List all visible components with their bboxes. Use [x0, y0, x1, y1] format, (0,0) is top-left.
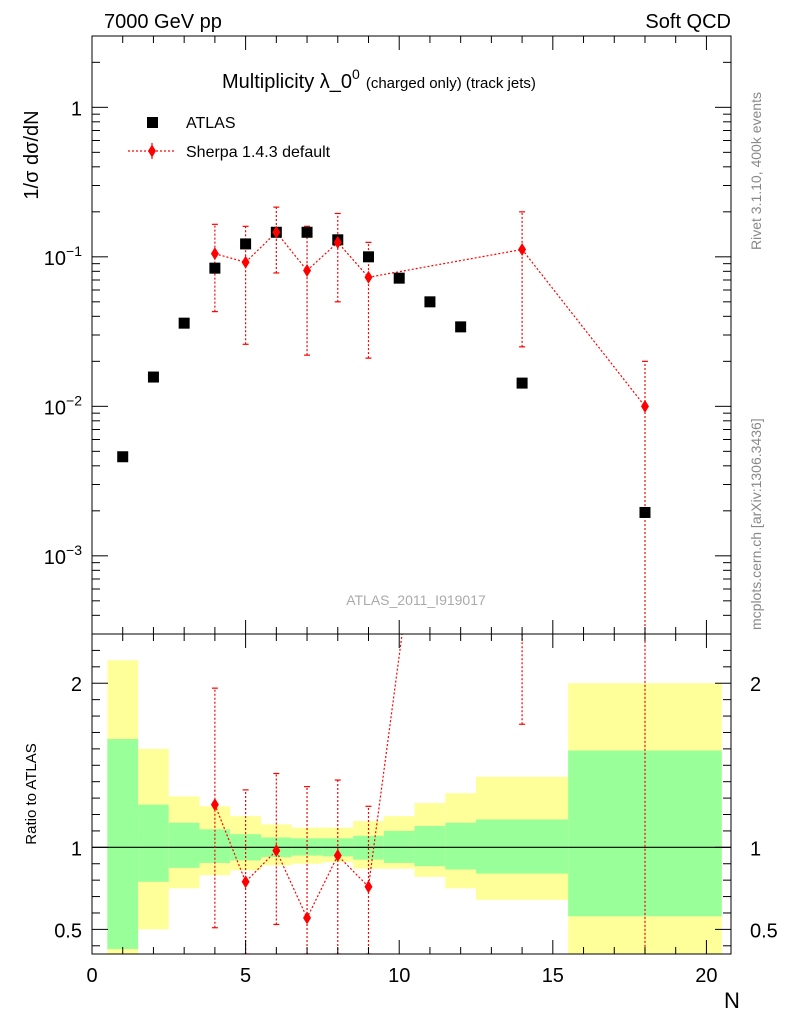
energy-label: 7000 GeV pp — [104, 11, 222, 33]
ratio-band-inner — [445, 822, 477, 870]
ratio-data-point — [364, 880, 373, 894]
x-tick-label: 0 — [86, 965, 97, 987]
atlas-data-point — [117, 451, 129, 463]
atlas-data-point — [393, 272, 405, 284]
sherpa-data-point — [364, 270, 373, 284]
sherpa-data-point — [241, 255, 250, 269]
main-y-tick-label: 10−1 — [44, 243, 82, 270]
main-plot-marks — [117, 206, 651, 634]
atlas-data-point — [424, 296, 436, 308]
atlas-data-point — [455, 321, 467, 333]
x-tick-label: 15 — [542, 965, 564, 987]
ratio-y-tick-label-right: 2 — [750, 674, 761, 696]
main-y-tick-label: 1 — [71, 98, 82, 120]
x-axis-label: N — [724, 988, 740, 1013]
atlas-data-point — [240, 238, 252, 250]
sherpa-data-point — [518, 242, 527, 256]
legend-sherpa-marker — [148, 144, 156, 158]
ratio-data-point — [303, 911, 312, 925]
sherpa-data-point — [272, 225, 281, 239]
main-panel: 1 10−1 10−2 10−3 1/σ dσ/dN Multiplicity λ_0… — [21, 35, 732, 635]
ratio-tick-labels: 0.5 0.51 12 20 5 10 15 20 — [54, 674, 778, 987]
ratio-band-inner — [168, 822, 200, 868]
atlas-data-point — [178, 317, 190, 329]
main-y-tick-label: 10−2 — [44, 392, 82, 419]
ratio-plot-frame — [91, 633, 732, 955]
ratio-data-point — [210, 798, 219, 812]
legend-atlas-marker — [147, 117, 158, 128]
ratio-data-point — [272, 844, 281, 858]
chart-title-sub: (charged only) (track jets) — [366, 75, 536, 92]
ratio-y-tick-label: 2 — [71, 674, 82, 696]
mcplots-label: mcplots.cern.ch [arXiv:1306.3436] — [748, 418, 764, 630]
ratio-y-tick-label: 0.5 — [54, 920, 82, 942]
main-axis-ticks — [91, 35, 731, 635]
x-tick-label: 20 — [695, 965, 717, 987]
category-label: Soft QCD — [645, 11, 731, 33]
legend-sherpa-label: Sherpa 1.4.3 default — [186, 144, 331, 161]
atlas-data-point — [516, 377, 528, 389]
ratio-y-tick-label-right: 1 — [750, 838, 761, 860]
ratio-band-inner — [138, 804, 169, 882]
atlas-data-point — [301, 226, 313, 238]
legend: ATLAS Sherpa 1.4.3 default — [128, 115, 331, 161]
ratio-data-point — [333, 849, 342, 863]
rivet-version-label: Rivet 3.1.10, 400k events — [748, 92, 764, 250]
atlas-data-point — [147, 371, 159, 383]
ratio-band-inner — [476, 819, 569, 874]
atlas-data-point — [639, 506, 651, 518]
ratio-panel: 0.5 0.51 12 20 5 10 15 20 Ratio to ATLAS N — [23, 633, 778, 1013]
ratio-y-tick-label: 1 — [71, 838, 82, 860]
sherpa-data-point — [640, 399, 649, 413]
atlas-data-point — [209, 262, 221, 274]
main-y-tick-labels: 1 10−1 10−2 10−3 — [44, 98, 82, 569]
ratio-band-inner — [414, 826, 446, 867]
sherpa-data-point — [333, 235, 342, 249]
sherpa-connecting-line — [214, 231, 646, 407]
ratio-y-tick-label-right: 0.5 — [750, 920, 778, 942]
ratio-uncertainty-bands — [107, 660, 722, 954]
chart-title: Multiplicity λ_00 (charged only) (track j… — [222, 66, 536, 93]
ratio-y-axis-label: Ratio to ATLAS — [23, 743, 40, 844]
ratio-data-point — [241, 875, 250, 889]
legend-atlas-label: ATLAS — [186, 115, 236, 132]
chart-title-main: Multiplicity λ_0 — [222, 71, 352, 93]
ratio-band-inner — [107, 739, 139, 950]
x-tick-label: 5 — [240, 965, 251, 987]
x-tick-label: 10 — [388, 965, 410, 987]
chart-title-sup: 0 — [352, 66, 360, 82]
main-y-axis-label: 1/σ dσ/dN — [21, 110, 43, 199]
analysis-watermark: ATLAS_2011_I919017 — [346, 592, 486, 608]
atlas-data-point — [362, 251, 374, 263]
sherpa-data-point — [303, 264, 312, 278]
main-y-tick-label: 10−3 — [44, 542, 82, 569]
sherpa-data-point — [210, 247, 219, 261]
ratio-axis-ticks — [91, 634, 731, 954]
ratio-plot-marks — [210, 634, 646, 954]
